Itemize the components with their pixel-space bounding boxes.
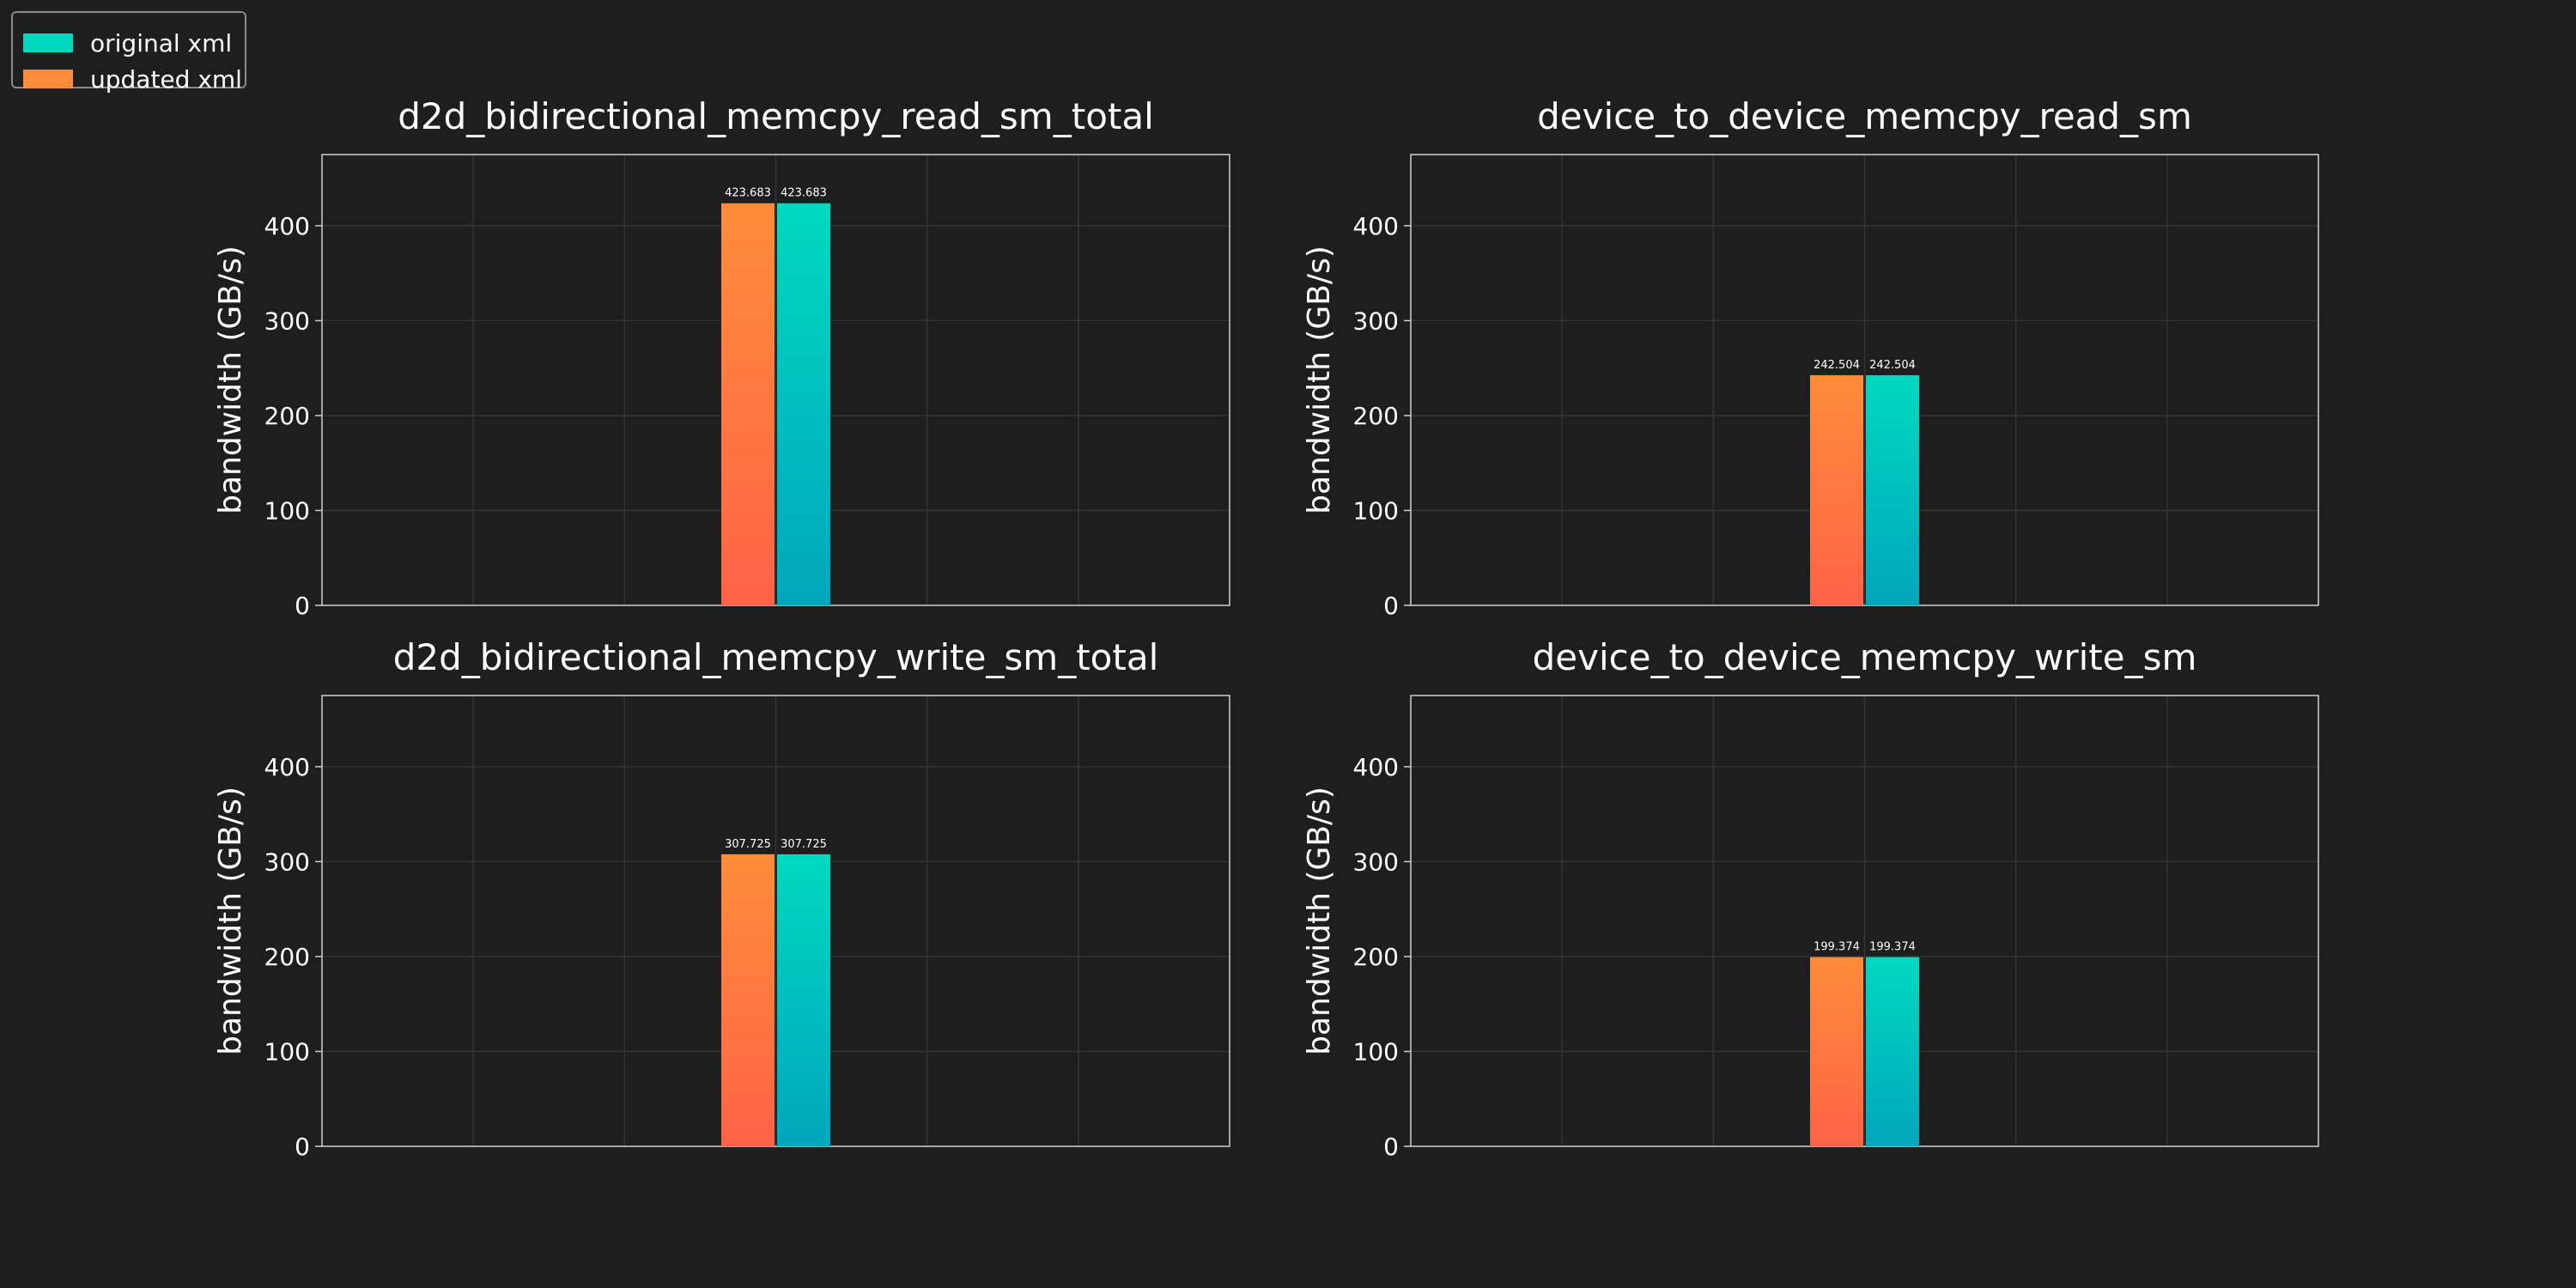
chart-panel-2: 0 100 200 300 400 d2d_bidirectional_memcpy_wr… [213, 636, 1230, 1161]
bar-updated-xml [721, 203, 775, 605]
y-tick-label: 200 [1353, 402, 1399, 430]
bar-updated-xml [1810, 957, 1863, 1146]
chart-panel-3: 0 100 200 300 400 device_to_device_memcpy_wri… [1302, 636, 2319, 1161]
y-tick-label: 100 [1353, 1037, 1399, 1066]
plot-frame [1410, 154, 2319, 606]
y-tick-label: 100 [264, 496, 310, 525]
chart-panel-0: 0 100 200 300 400 d2d_bidirectional_memcpy_re… [213, 95, 1230, 620]
bar-value-label-original: 307.725 [781, 838, 827, 851]
y-tick-label: 100 [1353, 496, 1399, 525]
y-tick-label: 400 [1353, 753, 1399, 781]
bar-value-label-original: 242.504 [1869, 359, 1916, 372]
bar-value-label-original: 423.683 [781, 187, 827, 200]
y-tick-label: 0 [1383, 592, 1399, 620]
y-tick-label: 200 [264, 943, 310, 971]
bar-updated-xml [1810, 374, 1863, 605]
chart-title: device_to_device_memcpy_write_sm [1533, 636, 2197, 678]
bar-original-xml [777, 854, 830, 1146]
legend-swatch-original [23, 33, 73, 52]
legend-swatch-updated [23, 70, 73, 88]
plot-frame [321, 695, 1230, 1147]
legend: original xml updated xml [11, 11, 246, 94]
y-axis-label: bandwidth (GB/s) [1302, 246, 1337, 514]
bar-original-xml [1866, 957, 1919, 1146]
y-tick-label: 200 [264, 402, 310, 430]
y-tick-label: 0 [1383, 1133, 1399, 1161]
y-tick-label: 0 [295, 592, 310, 620]
y-tick-label: 200 [1353, 943, 1399, 971]
y-tick-label: 300 [264, 307, 310, 335]
y-axis-label: bandwidth (GB/s) [213, 246, 248, 514]
y-tick-label: 300 [1353, 848, 1399, 876]
bar-value-label-updated: 423.683 [725, 187, 771, 200]
plot-frame [321, 154, 1230, 606]
y-tick-label: 300 [1353, 307, 1399, 335]
bar-value-label-original: 199.374 [1869, 941, 1916, 954]
bar-value-label-updated: 307.725 [725, 838, 771, 851]
y-axis-label: bandwidth (GB/s) [1302, 787, 1337, 1055]
chart-panel-1: 0 100 200 300 400 device_to_device_memcpy_rea… [1302, 95, 2319, 620]
bar-value-label-updated: 199.374 [1814, 941, 1860, 954]
plot-frame [1410, 695, 2319, 1147]
y-tick-label: 400 [264, 212, 310, 240]
y-tick-label: 400 [1353, 212, 1399, 240]
bar-original-xml [1866, 374, 1919, 605]
legend-item-updated: updated xml [23, 64, 242, 94]
y-tick-label: 400 [264, 753, 310, 781]
y-tick-label: 0 [295, 1133, 310, 1161]
chart-title: d2d_bidirectional_memcpy_read_sm_total [398, 95, 1154, 137]
bar-original-xml [777, 203, 830, 605]
chart-title: d2d_bidirectional_memcpy_write_sm_total [393, 636, 1159, 678]
legend-item-original: original xml [23, 28, 233, 58]
y-tick-label: 300 [264, 848, 310, 876]
y-tick-label: 100 [264, 1037, 310, 1066]
bar-updated-xml [721, 854, 775, 1146]
bar-value-label-updated: 242.504 [1814, 359, 1860, 372]
legend-label-original: original xml [90, 28, 233, 58]
y-axis-label: bandwidth (GB/s) [213, 787, 248, 1055]
legend-label-updated: updated xml [90, 64, 242, 94]
chart-title: device_to_device_memcpy_read_sm [1537, 95, 2192, 137]
